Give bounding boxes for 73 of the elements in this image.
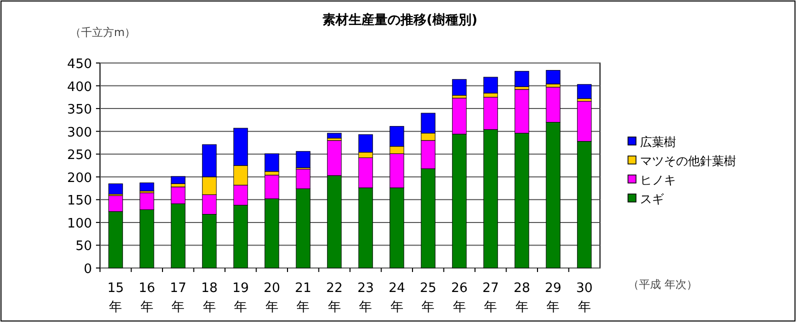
x-tick-label: 19年 [232, 281, 249, 315]
bar [327, 140, 342, 176]
bar [264, 174, 280, 200]
y-tick-label: 250 [67, 148, 92, 164]
bar [514, 89, 530, 134]
bar [577, 101, 592, 142]
bar [108, 183, 123, 194]
bar [108, 195, 123, 212]
bar [358, 152, 373, 158]
bar [296, 151, 310, 168]
legend-label: ヒノキ [640, 173, 676, 187]
x-tick-label: 27年 [482, 281, 499, 315]
legend-label: マツその他針葉樹 [640, 154, 736, 168]
bar [233, 184, 248, 206]
bar [170, 176, 186, 184]
y-tick-label: 150 [67, 194, 92, 209]
x-axis-title: （平成 年次） [628, 278, 698, 291]
x-tick-label: 23年 [357, 281, 374, 315]
bar [420, 112, 436, 134]
bar [452, 79, 467, 96]
legend-label: スギ [640, 192, 664, 206]
bar [264, 153, 280, 172]
chart-title: 素材生産量の推移(樹種別) [322, 12, 478, 28]
y-tick-label: 450 [67, 57, 92, 72]
bar [577, 84, 592, 99]
x-tick-label: 26年 [451, 281, 468, 315]
bar [140, 192, 154, 210]
bar [546, 86, 560, 122]
y-tick-label: 400 [67, 80, 92, 95]
legend-label: 広葉樹 [640, 135, 676, 149]
x-tick-label: 21年 [294, 281, 312, 315]
bar [390, 126, 404, 147]
bar [420, 132, 436, 141]
x-tick-label: 25年 [420, 281, 436, 315]
x-tick-label: 18年 [201, 281, 218, 315]
bar [233, 128, 248, 166]
bar [358, 158, 373, 188]
x-tick-label: 30年 [576, 281, 593, 315]
x-tick-label: 24年 [388, 281, 406, 315]
y-tick-label: 50 [75, 239, 92, 254]
y-tick-label: 200 [67, 170, 92, 186]
bar [483, 76, 498, 94]
bar [233, 165, 248, 186]
x-tick-label: 17年 [170, 281, 186, 315]
bar [420, 140, 436, 169]
bar [358, 134, 373, 153]
bar [296, 168, 310, 189]
bar [202, 176, 217, 195]
bar [390, 146, 404, 154]
bar [264, 171, 280, 176]
bar [514, 70, 530, 87]
bar [390, 153, 404, 188]
bar [483, 96, 498, 130]
bar [452, 98, 467, 134]
x-tick-label: 15年 [107, 281, 124, 315]
bar [202, 194, 217, 214]
x-tick-label: 28年 [514, 281, 530, 315]
y-tick-label: 100 [67, 216, 92, 232]
bar [546, 70, 560, 84]
bar [452, 95, 467, 98]
y-tick-label: 0 [84, 262, 92, 277]
bar [140, 182, 154, 192]
y-tick-label: 300 [67, 125, 92, 140]
x-tick-label: 16年 [138, 281, 156, 315]
x-tick-label: 20年 [264, 281, 280, 315]
bar [202, 144, 217, 178]
x-tick-label: 29年 [544, 281, 562, 315]
bar [170, 186, 186, 204]
y-axis-title: （千立方m） [70, 26, 136, 39]
bar [327, 132, 342, 138]
bar [327, 138, 342, 141]
x-tick-label: 22年 [326, 281, 343, 315]
y-tick-label: 350 [67, 102, 92, 118]
